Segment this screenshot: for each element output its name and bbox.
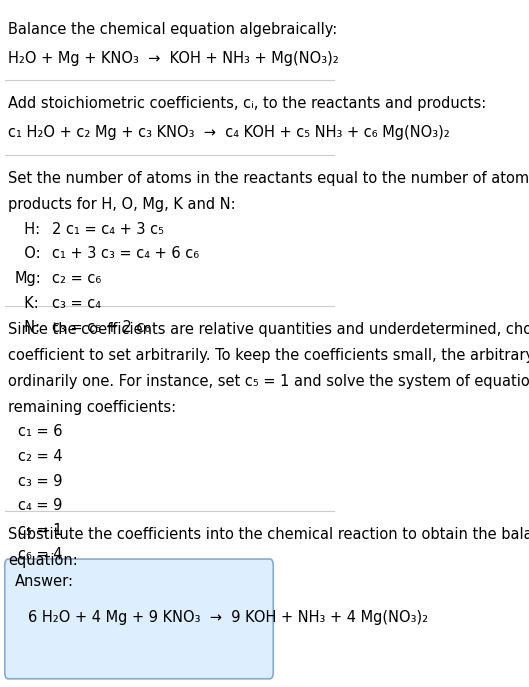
Text: H₂O + Mg + KNO₃  →  KOH + NH₃ + Mg(NO₃)₂: H₂O + Mg + KNO₃ → KOH + NH₃ + Mg(NO₃)₂ xyxy=(8,51,339,66)
Text: ordinarily one. For instance, set c₅ = 1 and solve the system of equations for t: ordinarily one. For instance, set c₅ = 1… xyxy=(8,374,529,389)
Text: Since the coefficients are relative quantities and underdetermined, choose a: Since the coefficients are relative quan… xyxy=(8,322,529,337)
FancyBboxPatch shape xyxy=(5,559,273,679)
Text: Mg:: Mg: xyxy=(15,271,42,286)
Text: Add stoichiometric coefficients, cᵢ, to the reactants and products:: Add stoichiometric coefficients, cᵢ, to … xyxy=(8,95,486,111)
Text: K:: K: xyxy=(15,295,39,311)
Text: c₃ = 9: c₃ = 9 xyxy=(18,473,62,488)
Text: products for H, O, Mg, K and N:: products for H, O, Mg, K and N: xyxy=(8,197,236,212)
Text: c₁ H₂O + c₂ Mg + c₃ KNO₃  →  c₄ KOH + c₅ NH₃ + c₆ Mg(NO₃)₂: c₁ H₂O + c₂ Mg + c₃ KNO₃ → c₄ KOH + c₅ N… xyxy=(8,124,450,139)
Text: c₁ = 6: c₁ = 6 xyxy=(18,425,62,439)
Text: N:: N: xyxy=(15,320,40,335)
Text: remaining coefficients:: remaining coefficients: xyxy=(8,400,176,415)
Text: 6 H₂O + 4 Mg + 9 KNO₃  →  9 KOH + NH₃ + 4 Mg(NO₃)₂: 6 H₂O + 4 Mg + 9 KNO₃ → 9 KOH + NH₃ + 4 … xyxy=(28,610,428,625)
Text: c₃ = c₄: c₃ = c₄ xyxy=(52,295,101,311)
Text: equation:: equation: xyxy=(8,553,78,568)
Text: c₃ = c₅ + 2 c₆: c₃ = c₅ + 2 c₆ xyxy=(52,320,150,335)
Text: c₁ + 3 c₃ = c₄ + 6 c₆: c₁ + 3 c₃ = c₄ + 6 c₆ xyxy=(52,247,199,261)
Text: c₂ = 4: c₂ = 4 xyxy=(18,449,63,464)
Text: c₂ = c₆: c₂ = c₆ xyxy=(52,271,101,286)
Text: c₆ = 4: c₆ = 4 xyxy=(18,548,62,563)
Text: c₅ = 1: c₅ = 1 xyxy=(18,523,62,538)
Text: Balance the chemical equation algebraically:: Balance the chemical equation algebraica… xyxy=(8,22,338,37)
Text: O:: O: xyxy=(15,247,40,261)
Text: H:: H: xyxy=(15,222,40,237)
Text: Set the number of atoms in the reactants equal to the number of atoms in the: Set the number of atoms in the reactants… xyxy=(8,171,529,186)
Text: Answer:: Answer: xyxy=(15,574,74,589)
Text: coefficient to set arbitrarily. To keep the coefficients small, the arbitrary va: coefficient to set arbitrarily. To keep … xyxy=(8,348,529,363)
Text: 2 c₁ = c₄ + 3 c₅: 2 c₁ = c₄ + 3 c₅ xyxy=(52,222,164,237)
Text: c₄ = 9: c₄ = 9 xyxy=(18,498,62,513)
Text: Substitute the coefficients into the chemical reaction to obtain the balanced: Substitute the coefficients into the che… xyxy=(8,527,529,542)
